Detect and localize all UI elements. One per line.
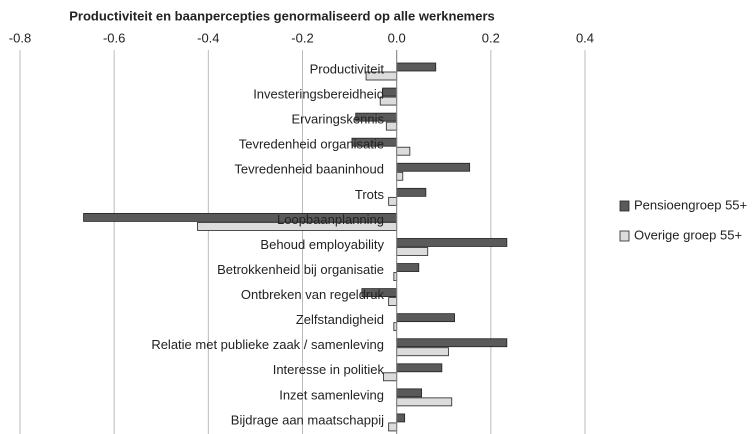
y-tick-label: Interesse in politiek	[273, 362, 385, 377]
bar	[396, 363, 443, 373]
bar	[396, 388, 423, 398]
y-tick-label: Tevredenheid baaninhoud	[234, 162, 384, 177]
y-tick-label: Tevredenheid organisatie	[239, 137, 384, 152]
legend-swatch	[619, 200, 630, 212]
x-tick-label: -0.4	[197, 30, 219, 45]
y-tick-label: Ervaringskennis	[292, 112, 385, 127]
bar	[396, 171, 404, 181]
bar	[388, 422, 398, 432]
y-tick-label: Inzet samenleving	[279, 387, 384, 402]
x-tick-label: -0.6	[103, 30, 125, 45]
bar	[396, 146, 411, 156]
legend-label: Overige groep 55+	[634, 227, 742, 242]
bar	[388, 196, 398, 206]
y-tick-label: Zelfstandigheid	[296, 312, 384, 327]
x-tick-label: 0.4	[576, 30, 594, 45]
bar	[396, 187, 427, 197]
bar	[396, 347, 449, 357]
y-tick-label: Bijdrage aan maatschappij	[231, 412, 384, 427]
y-tick-label: Investeringsbereidheid	[253, 87, 384, 102]
y-tick-label: Behoud employability	[260, 237, 384, 252]
bar	[396, 338, 508, 348]
bar	[396, 397, 453, 407]
x-tick-label: -0.8	[9, 30, 31, 45]
bar	[382, 87, 398, 97]
bar	[396, 413, 406, 423]
bar	[388, 297, 398, 307]
y-tick-label: Trots	[355, 187, 385, 202]
chart-title: Productiviteit en baanpercepties genorma…	[69, 8, 495, 23]
bar	[396, 263, 420, 272]
x-tick-label: 0.0	[388, 30, 406, 45]
bar	[396, 238, 508, 247]
legend-swatch	[619, 230, 630, 242]
bar	[383, 372, 398, 382]
y-tick-label: Loopbaanplanning	[277, 212, 384, 227]
legend-label: Pensioengroep 55+	[634, 197, 747, 212]
y-tick-label: Productiviteit	[310, 61, 385, 76]
bar	[396, 62, 437, 72]
bar	[396, 247, 429, 256]
bar	[396, 162, 471, 172]
x-tick-label: 0.2	[482, 30, 500, 45]
y-tick-label: Relatie met publieke zaak / samenleving	[151, 337, 384, 352]
x-tick-label: -0.2	[291, 30, 313, 45]
bar	[385, 121, 398, 131]
y-tick-label: Betrokkenheid bij organisatie	[217, 262, 384, 277]
y-tick-label: Ontbreken van regeldruk	[241, 287, 385, 302]
bar	[396, 313, 455, 323]
